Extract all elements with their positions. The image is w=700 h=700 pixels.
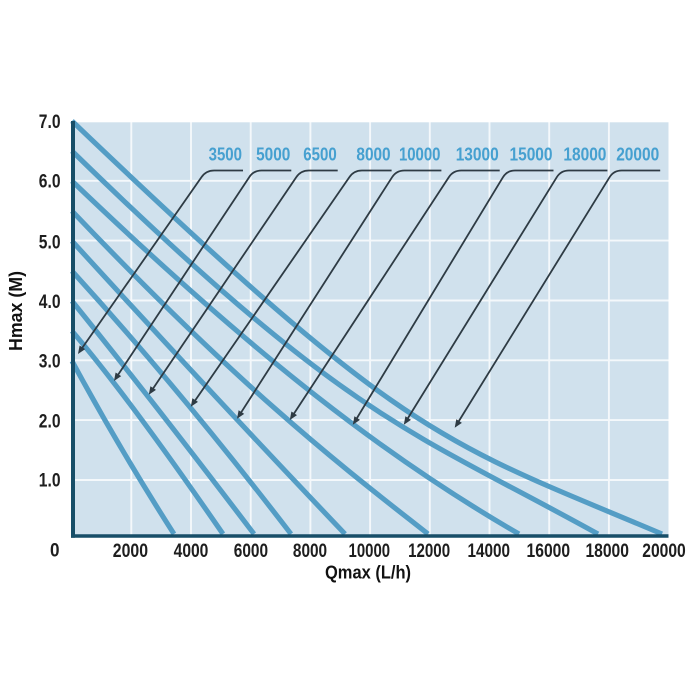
svg-text:18000: 18000 xyxy=(585,540,629,562)
svg-text:14000: 14000 xyxy=(468,540,511,562)
svg-text:8000: 8000 xyxy=(356,144,390,164)
svg-text:3.0: 3.0 xyxy=(39,351,61,373)
svg-text:6.0: 6.0 xyxy=(39,171,61,193)
svg-text:10000: 10000 xyxy=(399,144,441,164)
svg-text:1.0: 1.0 xyxy=(39,470,61,492)
svg-text:3500: 3500 xyxy=(209,144,242,164)
svg-text:18000: 18000 xyxy=(563,144,606,164)
svg-text:Hmax (M): Hmax (M) xyxy=(6,271,26,351)
svg-text:7.0: 7.0 xyxy=(39,111,61,133)
svg-text:2000: 2000 xyxy=(113,540,148,562)
svg-text:4000: 4000 xyxy=(174,540,209,562)
svg-text:20000: 20000 xyxy=(642,540,686,562)
svg-text:15000: 15000 xyxy=(510,144,553,164)
svg-text:16000: 16000 xyxy=(527,540,571,562)
svg-text:10000: 10000 xyxy=(349,540,391,562)
svg-text:4.0: 4.0 xyxy=(39,291,61,313)
svg-text:0: 0 xyxy=(50,540,60,562)
svg-text:8000: 8000 xyxy=(293,540,327,562)
svg-text:5.0: 5.0 xyxy=(39,232,61,254)
svg-text:6000: 6000 xyxy=(234,540,268,562)
svg-text:20000: 20000 xyxy=(616,144,659,164)
svg-text:Qmax (L/h): Qmax (L/h) xyxy=(325,563,411,583)
svg-text:2.0: 2.0 xyxy=(39,410,61,432)
svg-text:13000: 13000 xyxy=(456,144,499,164)
svg-text:5000: 5000 xyxy=(256,144,290,164)
svg-text:6500: 6500 xyxy=(303,144,336,164)
svg-text:12000: 12000 xyxy=(408,540,450,562)
